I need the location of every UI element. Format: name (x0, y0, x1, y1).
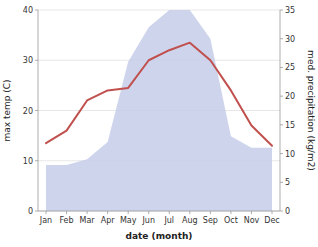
chart-svg: Jan Feb Mar Apr May Jun Jul Aug Sep Oct Nov Dec 0 10 2… (0, 0, 318, 247)
x-tick (107, 211, 108, 214)
plot-marks (46, 10, 272, 211)
area (46, 10, 272, 211)
grid-line (38, 211, 280, 212)
y-tick-label: 0 (28, 207, 33, 216)
x-axis-line (38, 211, 280, 212)
y2-tick (280, 182, 283, 183)
y2-tick-label: 5 (285, 178, 290, 187)
y2-tick-label: 20 (285, 92, 295, 101)
x-tick (251, 211, 252, 214)
x-tick (272, 211, 273, 214)
x-tick (46, 211, 47, 214)
y2-tick-label: 35 (285, 6, 295, 15)
x-tick-label: Nov (244, 216, 260, 225)
x-tick-label: Sep (203, 216, 218, 225)
y-tick (35, 211, 38, 212)
y2-tick-label: 25 (285, 63, 295, 72)
x-tick (87, 211, 88, 214)
grid (38, 10, 280, 211)
line (46, 43, 272, 146)
y2-tick-label: 0 (285, 207, 290, 216)
y2-tick (280, 124, 283, 125)
x-tick (128, 211, 129, 214)
y-tick-label: 40 (23, 6, 33, 15)
y-axis-label: max temp (C) (2, 79, 12, 141)
x-axis-label: date (month) (126, 231, 193, 241)
y-tick-label: 30 (23, 56, 33, 65)
x-tick-label: Feb (59, 216, 73, 225)
x-tick-label: Apr (101, 216, 116, 225)
y2-tick (280, 96, 283, 97)
y2-tick (280, 67, 283, 68)
axes: Jan Feb Mar Apr May Jun Jul Aug Sep Oct Nov Dec 0 10 2… (2, 6, 316, 241)
x-tick (189, 211, 190, 214)
y-tick (35, 60, 38, 61)
grid-line (38, 10, 280, 11)
x-tick-label: Jun (141, 216, 155, 225)
x-tick-label: Aug (182, 216, 198, 225)
y-tick (35, 160, 38, 161)
y2-tick-label: 15 (285, 121, 295, 130)
x-tick-label: May (120, 216, 137, 225)
y2-tick (280, 10, 283, 11)
x-tick (169, 211, 170, 214)
x-tick-label: Dec (264, 216, 279, 225)
x-tick (210, 211, 211, 214)
x-tick (66, 211, 67, 214)
y2-tick (280, 211, 283, 212)
chart-container: Jan Feb Mar Apr May Jun Jul Aug Sep Oct Nov Dec 0 10 2… (0, 0, 318, 247)
y2-axis-label: med. precipitation (kg/m2) (306, 50, 316, 171)
x-tick-label: Jul (163, 216, 174, 225)
x-tick-label: Mar (80, 216, 96, 225)
y2-tick (280, 38, 283, 39)
y2-tick-label: 30 (285, 35, 295, 44)
y2-axis-line (280, 10, 281, 211)
y-tick (35, 10, 38, 11)
y-tick-label: 20 (23, 107, 33, 116)
y2-tick-label: 10 (285, 150, 295, 159)
y-tick (35, 110, 38, 111)
x-tick (148, 211, 149, 214)
x-tick-label: Oct (224, 216, 238, 225)
y-tick-label: 10 (23, 157, 33, 166)
x-tick-label: Jan (39, 216, 52, 225)
x-tick (230, 211, 231, 214)
y2-tick (280, 153, 283, 154)
